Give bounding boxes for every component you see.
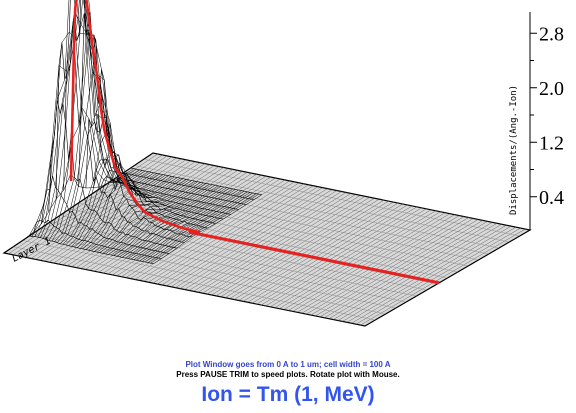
surface-mesh-line xyxy=(74,162,181,248)
z-tick-label: 0.4 xyxy=(539,187,564,209)
surface-mesh-line xyxy=(91,181,198,252)
surface-mesh-line xyxy=(110,185,219,256)
surface-mesh-line xyxy=(51,32,158,242)
surface-mesh-line xyxy=(125,188,233,259)
surface-mesh-line xyxy=(127,189,236,259)
surface-mesh-line xyxy=(28,15,134,236)
z-tick-label: 2.0 xyxy=(539,78,564,100)
surface-plot[interactable]: 0.41.22.02.8 Layer 1 Displacements/(Ang.… xyxy=(0,0,576,340)
profile-baseline xyxy=(188,230,440,285)
z-tick-label: 2.8 xyxy=(539,23,564,45)
plane-grid-line xyxy=(13,246,376,321)
plane-grid-line xyxy=(31,234,396,309)
plane-grid-line xyxy=(69,209,438,285)
plane-grid-line xyxy=(59,215,427,291)
surface-mesh-line xyxy=(119,187,227,258)
z-tick-label: 1.2 xyxy=(539,132,564,154)
surface-mesh-line xyxy=(55,19,185,243)
surface-mesh-line xyxy=(85,180,192,250)
surface-mesh-line xyxy=(142,192,251,262)
surface-mesh-line xyxy=(79,173,187,249)
surface-mesh-line xyxy=(105,184,213,255)
surface-mesh-line xyxy=(33,219,162,259)
surface-mesh-line xyxy=(26,235,154,264)
surface-mesh-line xyxy=(34,0,140,237)
plane-grid-line xyxy=(106,184,479,261)
plane-grid-line xyxy=(125,171,500,249)
surface-mesh-line xyxy=(150,193,259,264)
surface-mesh-line xyxy=(82,179,190,250)
profile-line xyxy=(69,0,201,234)
surface-mesh-line xyxy=(130,189,239,260)
surface-mesh-line xyxy=(65,151,172,246)
surface-mesh-line xyxy=(139,191,248,262)
plot-window-caption: Plot Window goes from 0 A to 1 um; cell … xyxy=(185,360,391,369)
surface-mesh-line xyxy=(48,99,177,249)
surface-mesh-line xyxy=(108,184,216,255)
plane-grid-line xyxy=(41,227,407,303)
surface-mesh-line xyxy=(94,182,201,252)
surface-mesh-line xyxy=(96,182,204,253)
surface-mesh-line xyxy=(77,171,184,248)
surface-mesh-line xyxy=(41,175,170,254)
plane-grid-line xyxy=(143,159,520,237)
plane-grid-line xyxy=(134,165,510,243)
surface-mesh-line xyxy=(144,192,254,263)
surface-mesh-line xyxy=(133,190,242,260)
plane-grid-line xyxy=(22,240,386,315)
surface-mesh-line xyxy=(153,194,262,264)
surface-mesh-line xyxy=(136,190,245,261)
ion-caption: Ion = Tm (1, MeV) xyxy=(201,383,375,406)
surface-mesh-line xyxy=(48,34,155,241)
surface-mesh-line xyxy=(57,96,163,243)
surface-mesh-line xyxy=(68,151,175,246)
surface-mesh-line xyxy=(113,186,222,256)
surface-mesh-line xyxy=(102,183,210,254)
plane-grid-line xyxy=(50,221,417,297)
surface-mesh-line xyxy=(45,0,152,240)
surface-mesh-line xyxy=(122,187,230,258)
surface-mesh-line xyxy=(115,177,247,205)
surface-mesh-line xyxy=(130,167,262,195)
instructions-caption: Press PAUSE TRIM to speed plots. Rotate … xyxy=(176,370,400,379)
surface-mesh-line xyxy=(147,193,257,263)
surface-mesh-line xyxy=(88,180,195,251)
surface-mesh-line xyxy=(116,186,225,257)
z-axis-title: Displacements/(Ang.-Ion) xyxy=(509,85,519,215)
surface-mesh xyxy=(26,0,262,264)
surface-mesh-line xyxy=(99,183,207,253)
surface-mesh-line xyxy=(43,0,149,239)
surface-mesh-line xyxy=(123,172,255,200)
z-axis: 0.4 1.2 2.0 2.8 xyxy=(529,12,564,230)
base-plane xyxy=(2,152,532,327)
surface-mesh-line xyxy=(71,169,178,247)
